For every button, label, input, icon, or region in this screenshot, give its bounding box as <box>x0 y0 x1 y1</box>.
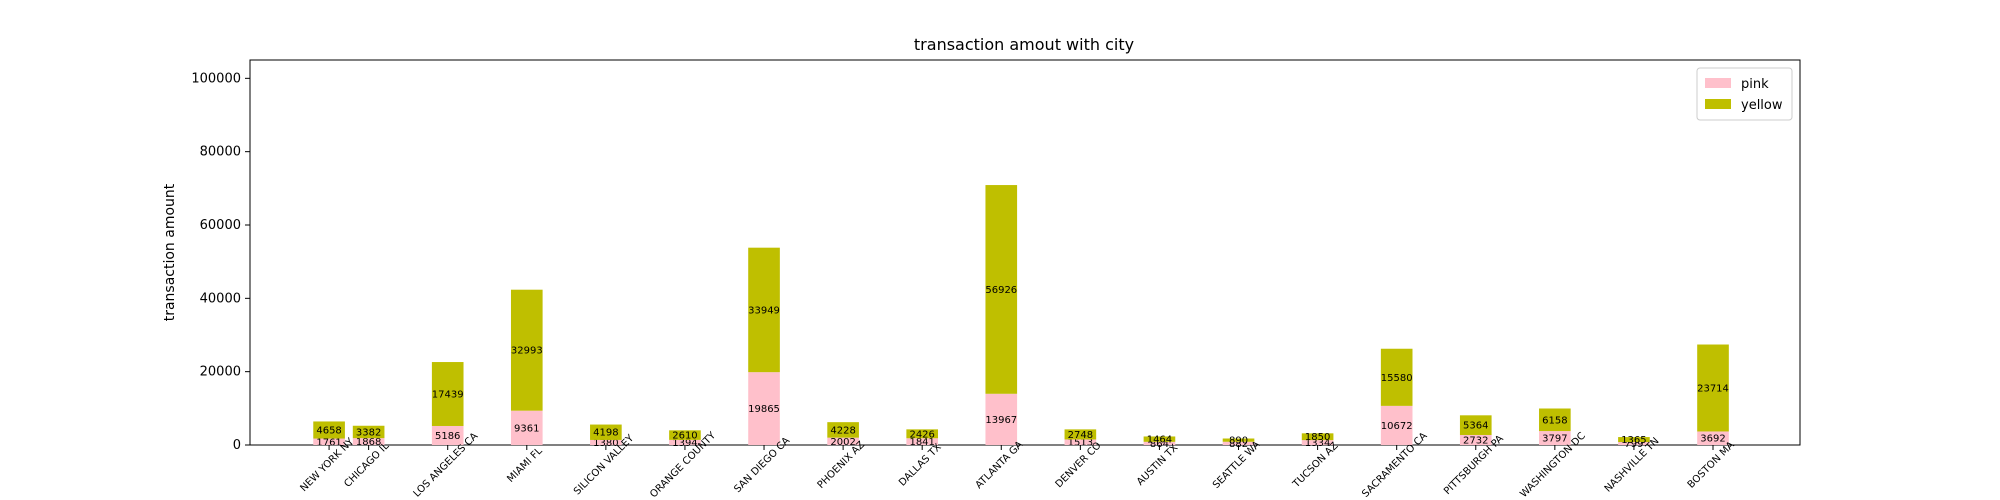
data-label: 864 <box>1150 439 1169 450</box>
bar-pink <box>1618 442 1650 445</box>
y-tick-label: 40000 <box>200 291 241 306</box>
x-tick-label: MIAMI FL <box>505 445 545 485</box>
bar-yellow <box>1222 438 1255 442</box>
data-label: 4198 <box>593 428 618 439</box>
bar-yellow <box>1459 415 1492 435</box>
bar-yellow <box>748 247 780 373</box>
data-label: 6158 <box>1542 415 1567 426</box>
data-label: 799 <box>1624 439 1643 450</box>
bar-pink <box>1301 440 1334 445</box>
data-label: 1380 <box>593 438 618 449</box>
bar-yellow <box>1380 348 1413 406</box>
data-label: 56926 <box>985 285 1017 296</box>
data-label: 2748 <box>1068 430 1093 441</box>
bar-yellow <box>1697 344 1729 432</box>
bar-pink <box>985 393 1018 445</box>
data-label: 1334 <box>1305 438 1330 449</box>
bar-yellow <box>590 424 622 440</box>
data-label: 1761 <box>316 437 341 448</box>
bar-pink <box>669 439 701 445</box>
data-label: 19865 <box>748 404 780 415</box>
chart-title: transaction amout with city <box>914 35 1134 54</box>
legend-swatch-pink <box>1705 78 1731 88</box>
data-label: 4228 <box>830 425 855 436</box>
data-label: 10672 <box>1381 421 1413 432</box>
bar-yellow <box>352 425 385 439</box>
plot-frame <box>249 59 1801 446</box>
bar-pink <box>431 425 464 445</box>
bar-pink <box>1222 441 1255 445</box>
bar-pink <box>906 438 939 445</box>
bar-pink <box>510 410 543 445</box>
bar-yellow <box>985 185 1018 394</box>
bar-pink <box>748 372 780 445</box>
x-tick-label: DALLAS TX <box>897 442 944 489</box>
bar-pink <box>352 438 385 445</box>
data-label: 3797 <box>1542 434 1567 445</box>
bar-yellow <box>1618 437 1650 443</box>
y-tick-label: 100000 <box>191 71 241 86</box>
data-label: 5186 <box>435 431 460 442</box>
bar-yellow <box>1539 408 1571 432</box>
data-label: 1868 <box>356 437 381 448</box>
y-tick-label: 20000 <box>200 365 241 380</box>
bar-pink <box>1064 439 1097 445</box>
data-label: 5364 <box>1463 421 1488 432</box>
x-tick-label: BOSTON MA <box>1686 440 1737 491</box>
data-label: 2426 <box>909 429 934 440</box>
bar-yellow <box>510 289 543 411</box>
x-tick-label: ATLANTA GA <box>974 439 1026 491</box>
bar-pink <box>313 438 345 445</box>
bar-yellow <box>313 421 345 439</box>
data-label: 1513 <box>1068 438 1093 449</box>
data-label: 1464 <box>1147 435 1172 446</box>
data-label: 15580 <box>1381 373 1413 384</box>
bar-pink <box>1697 431 1729 445</box>
data-label: 3382 <box>356 427 381 438</box>
bar-yellow <box>1143 436 1176 442</box>
data-label: 2002 <box>830 437 855 448</box>
bar-yellow <box>1064 429 1097 440</box>
bar-pink <box>827 437 859 445</box>
data-label: 890 <box>1229 436 1248 447</box>
bar-yellow <box>906 429 939 439</box>
data-label: 17439 <box>432 390 464 401</box>
legend-label-pink: pink <box>1741 77 1769 92</box>
y-axis-label: transaction amount <box>162 183 178 321</box>
data-label: 1365 <box>1621 435 1646 446</box>
legend: pink yellow <box>1696 67 1793 121</box>
data-label: 2610 <box>672 431 697 442</box>
y-tick-label: 80000 <box>200 145 241 160</box>
y-tick-label: 60000 <box>200 218 241 233</box>
data-label: 3692 <box>1700 434 1725 445</box>
data-label: 13967 <box>985 415 1017 426</box>
data-label: 1850 <box>1305 432 1330 443</box>
bar-yellow <box>827 422 859 438</box>
bar-yellow <box>431 362 464 426</box>
bar-yellow <box>1301 433 1334 441</box>
bar-pink <box>1459 434 1492 445</box>
data-label: 1394 <box>672 438 697 449</box>
legend-label-yellow: yellow <box>1741 98 1783 113</box>
bar-pink <box>590 439 622 445</box>
bar-yellow <box>669 430 701 440</box>
data-label: 882 <box>1229 439 1248 450</box>
data-label: 33949 <box>748 305 780 316</box>
data-label: 1841 <box>909 437 934 448</box>
data-label: 2732 <box>1463 435 1488 446</box>
data-label: 23714 <box>1697 383 1729 394</box>
data-label: 4658 <box>316 426 341 437</box>
legend-swatch-yellow <box>1705 99 1731 109</box>
bar-pink <box>1539 431 1571 445</box>
bar-pink <box>1380 405 1413 445</box>
y-tick-label: 0 <box>233 438 241 453</box>
bar-pink <box>1143 441 1176 445</box>
data-label: 9361 <box>514 423 539 434</box>
data-label: 32993 <box>511 346 543 357</box>
